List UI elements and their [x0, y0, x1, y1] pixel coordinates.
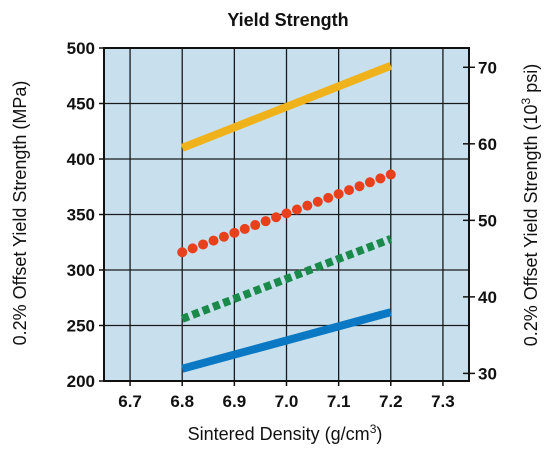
series-2-point	[333, 188, 344, 199]
series-2-point	[291, 204, 302, 215]
series-2-point	[187, 243, 198, 254]
y2-axis-label: 0.2% Offset Yield Strength (103 psi)	[519, 64, 541, 347]
y-tick-label: 500	[67, 39, 95, 58]
y2-tick-label: 40	[478, 288, 497, 307]
series-group	[177, 62, 396, 373]
tick-labels: 200 250 300 350 400 450 500 30 40 50 60 70 6.7 6.8 6.9…	[67, 39, 497, 411]
series-4-line	[181, 308, 392, 373]
series-2-point	[354, 181, 365, 192]
y-tick-label: 200	[67, 372, 95, 391]
series-2-point	[302, 200, 313, 211]
series-2-point	[198, 239, 209, 250]
series-2-point	[364, 177, 375, 188]
series-2-point	[323, 192, 334, 203]
series-2-point	[385, 169, 396, 180]
y-tick-label: 450	[67, 95, 95, 114]
chart-title: Yield Strength	[227, 10, 348, 30]
y2-tick-label: 70	[478, 58, 497, 77]
series-3-line	[180, 235, 393, 323]
series-2-point	[250, 220, 261, 231]
series-2-point	[218, 231, 229, 242]
x-tick-label: 6.8	[170, 392, 194, 411]
series-2-point	[312, 196, 323, 207]
series-2-point	[229, 227, 240, 238]
series-2-point	[260, 216, 271, 227]
x-tick-label: 6.9	[223, 392, 247, 411]
series-1-line	[180, 62, 393, 152]
x-tick-label: 7.0	[275, 392, 299, 411]
series-2-point	[281, 208, 292, 219]
series-2-point	[344, 185, 355, 196]
y2-tick-label: 50	[478, 211, 497, 230]
y-tick-label: 300	[67, 261, 95, 280]
y2-tick-label: 60	[478, 135, 497, 154]
x-tick-label: 7.1	[327, 392, 351, 411]
x-tick-label: 7.3	[431, 392, 455, 411]
y-tick-label: 350	[67, 206, 95, 225]
x-tick-label: 6.7	[118, 392, 142, 411]
series-2-point	[375, 173, 386, 184]
y-tick-label: 400	[67, 150, 95, 169]
y-axis-label: 0.2% Offset Yield Strength (MPa)	[10, 81, 30, 346]
series-2-point	[271, 212, 282, 223]
x-tick-label: 7.2	[379, 392, 403, 411]
series-2-point	[208, 235, 219, 246]
x-axis-label: Sintered Density (g/cm3)	[188, 422, 383, 444]
series-2-point	[177, 247, 188, 258]
y2-tick-label: 30	[478, 364, 497, 383]
series-2-point	[239, 223, 250, 234]
y-tick-label: 250	[67, 317, 95, 336]
